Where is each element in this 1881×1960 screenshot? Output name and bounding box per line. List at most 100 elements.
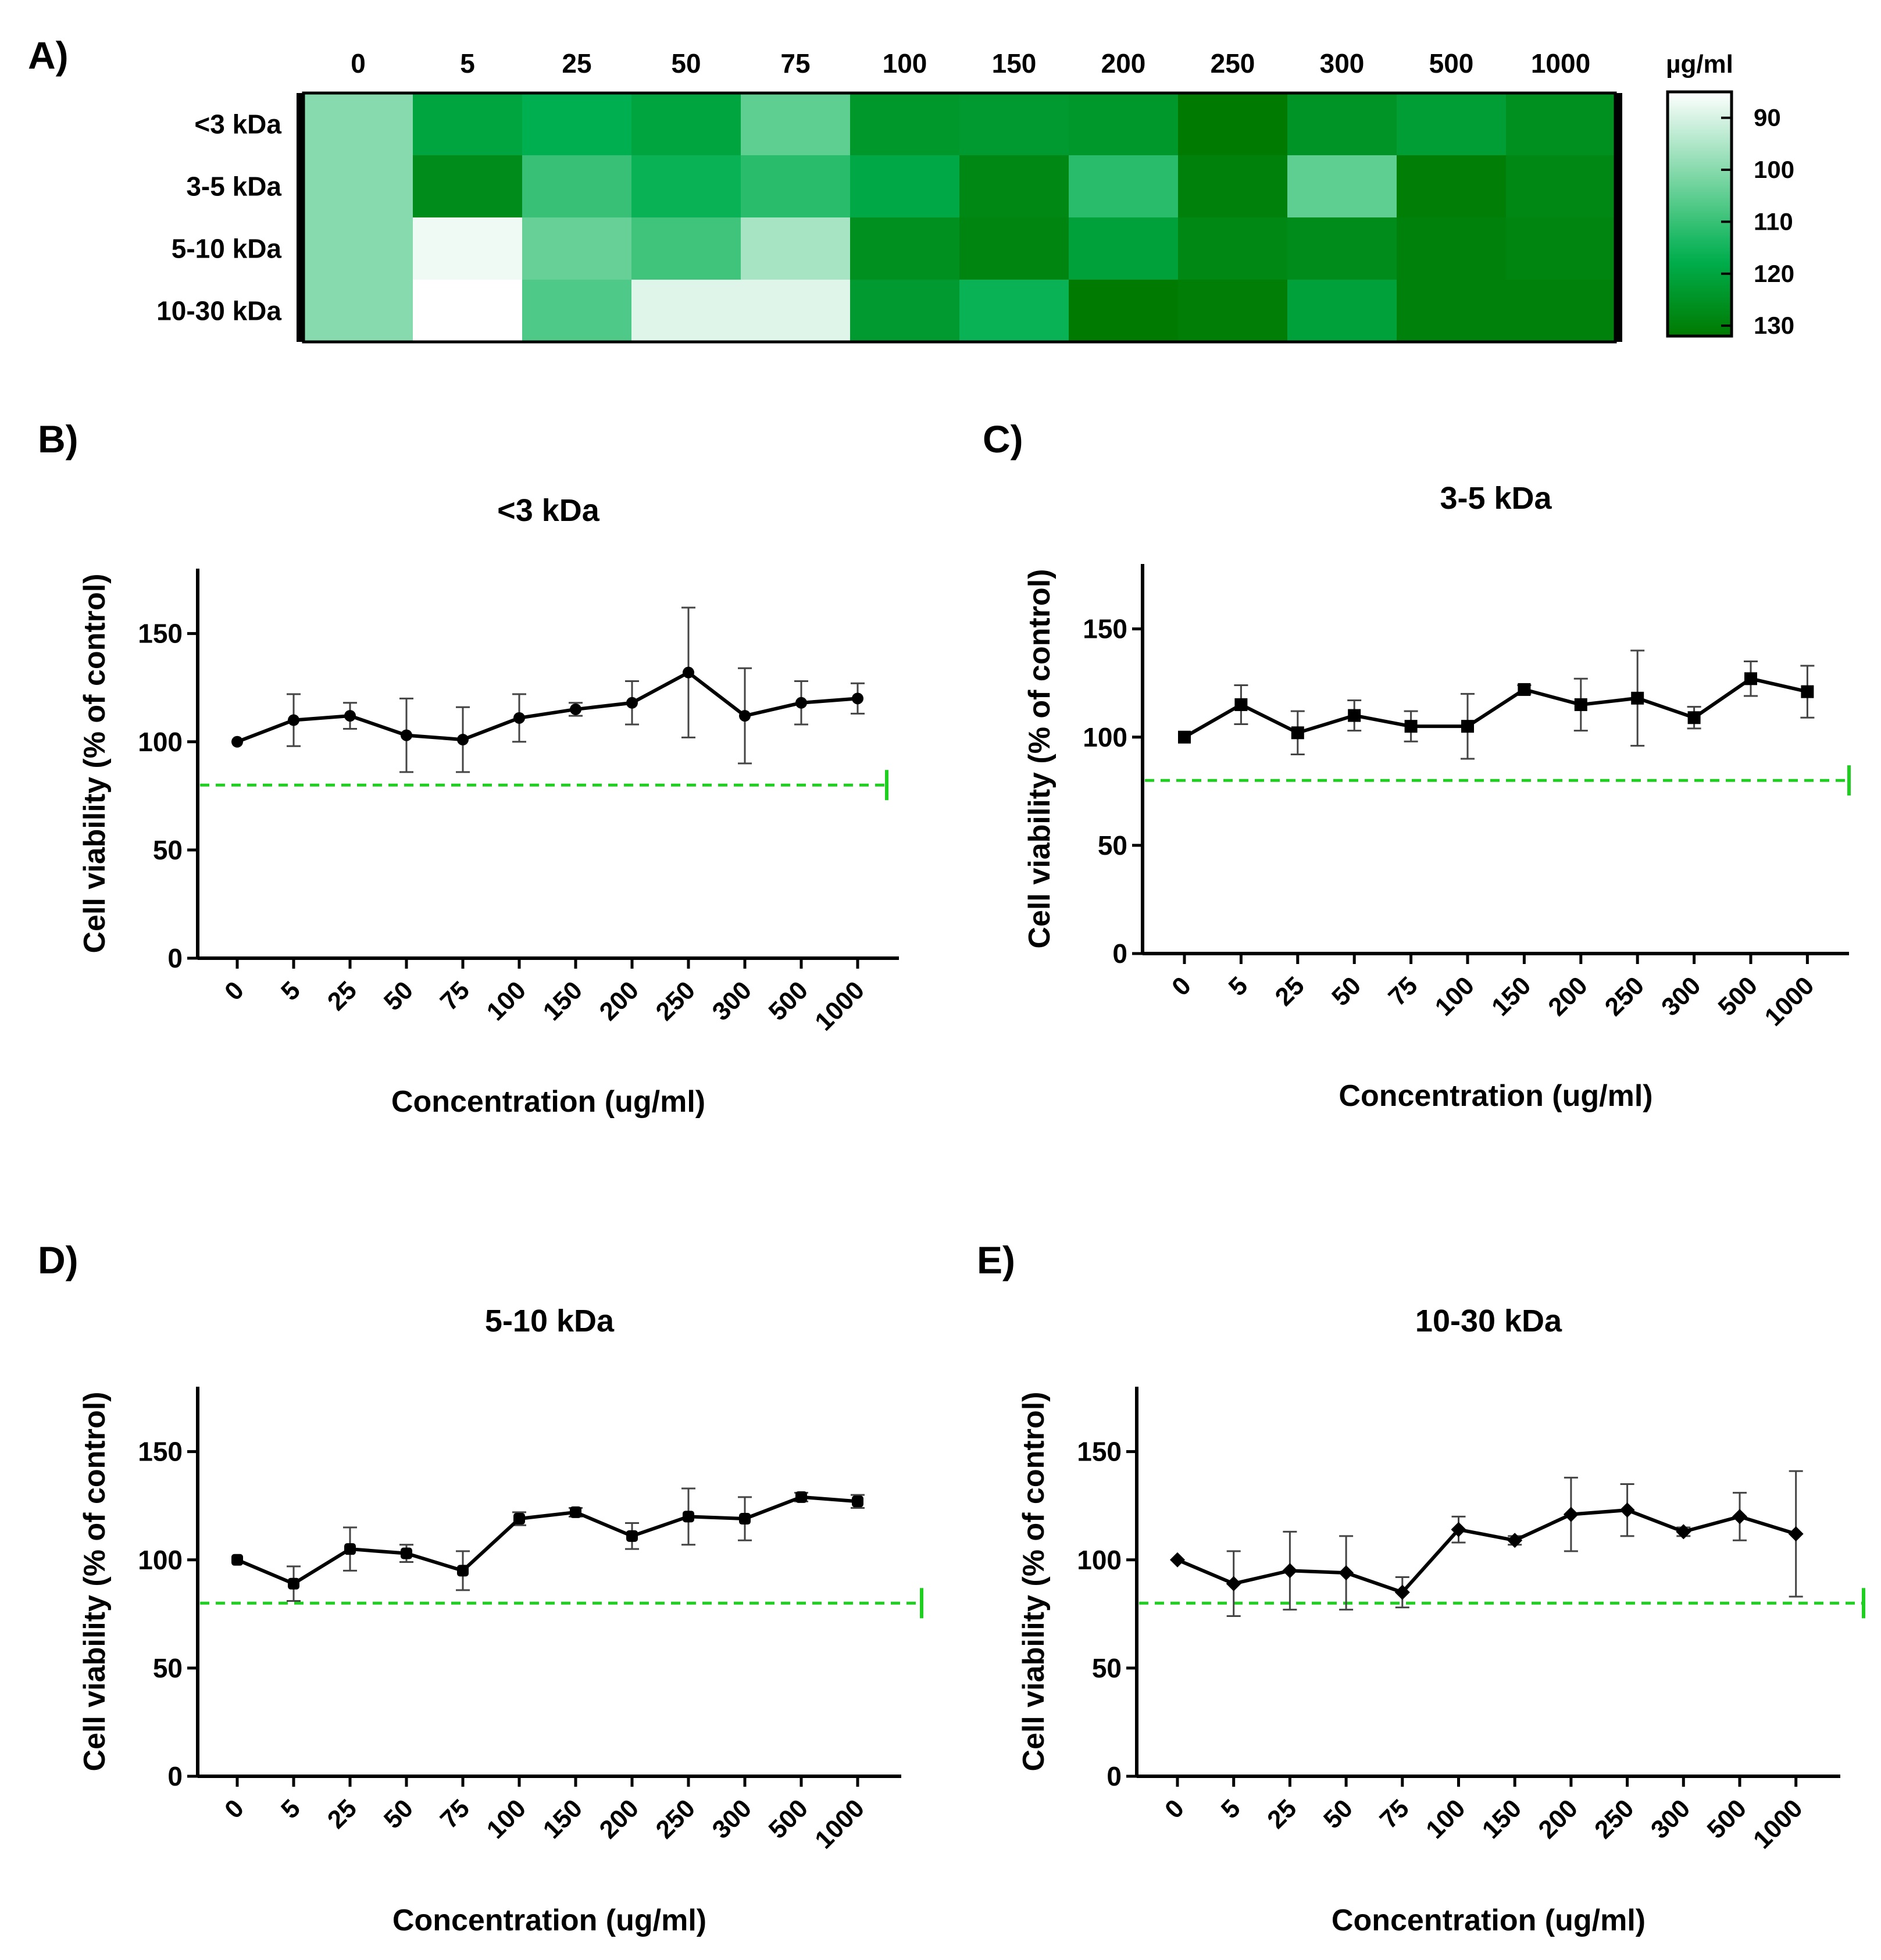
data-point bbox=[1339, 1565, 1354, 1581]
heatmap-cell bbox=[850, 280, 960, 342]
heatmap-column-label: 25 bbox=[562, 48, 591, 78]
heatmap-column-label: 1000 bbox=[1531, 48, 1590, 78]
colorbar-tick-label: 100 bbox=[1754, 156, 1794, 183]
data-point bbox=[401, 729, 412, 741]
heatmap-cell bbox=[1178, 280, 1288, 342]
panel-label: B) bbox=[38, 417, 78, 460]
heatmap-column-label: 250 bbox=[1211, 48, 1255, 78]
heatmap-cell bbox=[413, 280, 523, 342]
y-tick-label: 100 bbox=[138, 727, 183, 757]
data-point bbox=[344, 710, 356, 722]
heatmap-cell bbox=[631, 155, 741, 218]
heatmap-right-edge bbox=[1615, 93, 1622, 342]
data-point bbox=[570, 1506, 581, 1518]
heatmap-column-label: 150 bbox=[992, 48, 1037, 78]
heatmap-cell bbox=[741, 155, 851, 218]
data-point bbox=[1507, 1533, 1523, 1548]
y-axis-label: Cell viability (% of control) bbox=[1017, 1392, 1051, 1772]
y-tick-label: 150 bbox=[1077, 1437, 1122, 1467]
data-point bbox=[683, 666, 694, 679]
y-tick-label: 0 bbox=[167, 943, 183, 973]
heatmap-cell bbox=[1287, 217, 1397, 280]
heatmap-cell bbox=[413, 93, 523, 156]
x-axis-label: Concentration (ug/ml) bbox=[1339, 1079, 1652, 1113]
y-axis-label: Cell viability (% of control) bbox=[78, 1392, 112, 1772]
y-tick-label: 50 bbox=[153, 1653, 183, 1683]
y-tick-label: 50 bbox=[1092, 1653, 1122, 1683]
y-tick-label: 0 bbox=[167, 1761, 183, 1791]
y-tick-label: 150 bbox=[1083, 614, 1127, 644]
heatmap-cell bbox=[1397, 280, 1507, 342]
heatmap-cell bbox=[522, 93, 632, 156]
heatmap-column-label: 50 bbox=[671, 48, 701, 78]
data-point bbox=[1788, 1526, 1804, 1542]
data-point bbox=[1178, 730, 1191, 744]
data-point bbox=[1451, 1522, 1466, 1537]
data-point bbox=[231, 1554, 243, 1566]
heatmap-cell bbox=[959, 217, 1069, 280]
heatmap-panel: A) 0 5 25 50 75 100 150 200 250 300 500 1000 <3 kDa 3-… bbox=[28, 34, 1794, 344]
series-line bbox=[236, 1495, 858, 1586]
data-point bbox=[1518, 683, 1531, 696]
x-axis-label: Concentration (ug/ml) bbox=[1332, 1904, 1646, 1937]
data-point bbox=[1234, 698, 1248, 711]
heatmap-cell bbox=[959, 155, 1069, 218]
data-point bbox=[1170, 1552, 1185, 1568]
data-point bbox=[1732, 1509, 1747, 1525]
heatmap-cell bbox=[413, 155, 523, 218]
data-point bbox=[852, 692, 863, 705]
heatmap-cell bbox=[522, 155, 632, 218]
data-point bbox=[288, 714, 299, 726]
heatmap-cell bbox=[631, 280, 741, 342]
heatmap-cell bbox=[741, 217, 851, 280]
data-point bbox=[457, 734, 469, 746]
y-tick-label: 150 bbox=[138, 1437, 183, 1467]
x-axis-label: Concentration (ug/ml) bbox=[391, 1085, 705, 1119]
y-tick-label: 0 bbox=[1107, 1761, 1122, 1791]
data-point bbox=[626, 697, 638, 709]
data-point bbox=[344, 1543, 356, 1555]
colorbar-tick-label: 90 bbox=[1754, 104, 1781, 131]
heatmap-cell bbox=[1397, 217, 1507, 280]
data-point bbox=[626, 1530, 638, 1542]
series-line bbox=[1183, 677, 1808, 739]
series-line bbox=[236, 670, 858, 744]
panel-label-a: A) bbox=[28, 34, 69, 77]
heatmap-cell bbox=[1069, 217, 1179, 280]
heatmap-cell bbox=[1178, 155, 1288, 218]
heatmap-cell bbox=[631, 217, 741, 280]
colorbar-tick-label: 120 bbox=[1754, 260, 1794, 287]
colorbar-tick-label: 130 bbox=[1754, 312, 1794, 339]
heatmap-cell bbox=[304, 217, 413, 280]
heatmap-cell bbox=[413, 217, 523, 280]
data-point bbox=[1619, 1502, 1635, 1518]
data-point bbox=[1676, 1524, 1691, 1540]
heatmap-cell bbox=[959, 280, 1069, 342]
data-point bbox=[1631, 691, 1644, 705]
heatmap-row-label: 3-5 kDa bbox=[186, 172, 281, 202]
series-line bbox=[1176, 1508, 1797, 1595]
chart-title: 5-10 kDa bbox=[485, 1304, 615, 1338]
data-point bbox=[401, 1547, 412, 1559]
heatmap-column-label: 200 bbox=[1101, 48, 1146, 78]
panel-label: E) bbox=[977, 1238, 1015, 1281]
data-point bbox=[1291, 726, 1304, 740]
heatmap-cell bbox=[1397, 93, 1507, 156]
heatmap-cell bbox=[741, 280, 851, 342]
chart-title: 3-5 kDa bbox=[1440, 481, 1552, 516]
data-point bbox=[1348, 709, 1361, 722]
y-tick-label: 100 bbox=[1083, 722, 1127, 752]
y-axis-label: Cell viability (% of control) bbox=[78, 574, 112, 954]
data-point bbox=[1801, 685, 1814, 698]
data-point bbox=[739, 1513, 751, 1525]
heatmap-cell bbox=[304, 93, 413, 156]
data-point bbox=[1687, 711, 1701, 724]
data-point bbox=[513, 1513, 525, 1525]
data-point bbox=[288, 1577, 299, 1590]
line-chart-panel-d: D) 5-10 kDa 0 50 100 150 Cell viability (% of … bbox=[38, 1238, 923, 1937]
heatmap-column-label: 300 bbox=[1320, 48, 1365, 78]
data-point bbox=[795, 697, 807, 709]
heatmap-cell bbox=[1397, 155, 1507, 218]
y-tick-label: 50 bbox=[153, 835, 183, 865]
